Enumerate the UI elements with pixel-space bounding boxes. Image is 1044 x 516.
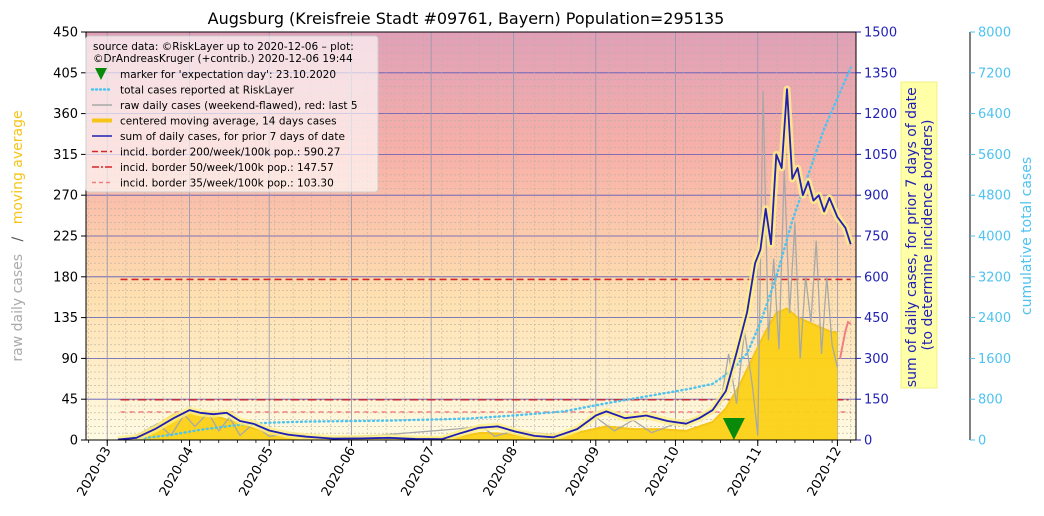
left-tick-label: 135 <box>53 311 78 326</box>
x-tick-label: 2020-03 <box>75 445 115 500</box>
mid-y-axis: 0 150 300 450 600 750 900 1050 1200 1350 1500 <box>856 26 897 449</box>
x-tick-label: 2020-04 <box>157 445 197 500</box>
left-tick-label: 45 <box>61 393 78 408</box>
mid-y-label: sum of daily cases, for prior 7 days of … <box>904 83 936 387</box>
legend-marker-swatch <box>95 68 107 80</box>
right-y-label: cumulative total cases <box>1019 157 1035 315</box>
moving-average-area <box>136 308 838 440</box>
mid-tick-label: 150 <box>864 393 889 408</box>
x-tick-label: 2020-12 <box>805 445 845 500</box>
ylabel-mid-line1: sum of daily cases, for prior 7 days of … <box>904 87 920 387</box>
left-tick-label: 225 <box>53 230 78 245</box>
right-tick-label: 3200 <box>978 270 1011 285</box>
series-layer <box>117 66 855 440</box>
raw-daily-line <box>130 90 839 439</box>
legend-label-raw: raw daily cases (weekend-flawed), red: l… <box>120 100 358 112</box>
legend-label-b50: incid. border 50/week/100k pop.: 147.57 <box>120 162 334 174</box>
svg-text:sum of daily cases, for prior: sum of daily cases, for prior 7 days of … <box>904 83 936 387</box>
left-tick-label: 315 <box>53 148 78 163</box>
right-tick-label: 5600 <box>978 148 1011 163</box>
ylabel-avg: moving average <box>10 110 26 224</box>
mid-tick-label: 1050 <box>864 148 897 163</box>
x-tick-label: 2020-09 <box>563 445 603 500</box>
mid-label-box <box>900 81 938 389</box>
expectation-day-marker <box>722 418 745 440</box>
left-tick-label: 180 <box>53 270 78 285</box>
right-tick-label: 0 <box>978 434 986 449</box>
legend-label-sum7: sum of daily cases, for prior 7 days of … <box>120 131 345 143</box>
x-tick-label: 2020-10 <box>643 445 683 500</box>
right-tick-label: 7200 <box>978 66 1011 81</box>
mid-tick-label: 900 <box>864 189 889 204</box>
x-axis: 2020-03 2020-04 2020-05 2020-06 2020-07 2020-… <box>75 440 852 500</box>
legend-label-b200: incid. border 200/week/100k pop.: 590.27 <box>120 147 340 159</box>
svg-text:raw daily cases /: raw daily cases / moving average <box>10 110 26 361</box>
mid-tick-label: 300 <box>864 352 889 367</box>
right-tick-label: 8000 <box>978 26 1011 41</box>
x-tick-label: 2020-11 <box>725 445 765 500</box>
right-tick-label: 2400 <box>978 311 1011 326</box>
left-tick-label: 450 <box>53 26 78 41</box>
legend: source data: ©RiskLayer up to 2020-12-06… <box>85 35 379 193</box>
ylabel-raw: raw daily cases <box>10 254 26 362</box>
right-tick-label: 4000 <box>978 230 1011 245</box>
mid-tick-label: 1200 <box>864 107 897 122</box>
legend-label-total: total cases reported at RiskLayer <box>120 85 294 97</box>
raw-last5-line <box>839 320 852 359</box>
mid-tick-label: 1350 <box>864 66 897 81</box>
mid-tick-label: 0 <box>864 434 872 449</box>
left-y-label: raw daily cases / moving average <box>10 110 26 361</box>
left-y-axis: 0 45 90 135 180 225 270 315 360 405 450 <box>53 26 86 449</box>
mid-tick-label: 450 <box>864 311 889 326</box>
right-tick-label: 6400 <box>978 107 1011 122</box>
mid-tick-label: 1500 <box>864 26 897 41</box>
right-tick-label: 800 <box>978 393 1003 408</box>
legend-label-avg: centered moving average, 14 days cases <box>120 116 337 128</box>
chart-title: Augsburg (Kreisfreie Stadt #09761, Bayer… <box>208 9 725 28</box>
ylabel-sep: / <box>10 236 26 241</box>
left-tick-label: 0 <box>70 434 78 449</box>
mid-tick-label: 750 <box>864 230 889 245</box>
legend-label-b35: incid. border 35/week/100k pop.: 103.30 <box>120 178 334 190</box>
x-tick-label: 2020-05 <box>237 445 277 500</box>
sum7-line <box>117 88 852 440</box>
left-tick-label: 405 <box>53 66 78 81</box>
ylabel-mid-line2: (to determine incidence borders) <box>920 120 936 351</box>
left-tick-label: 90 <box>61 352 78 367</box>
svg-text:cumulative total cases: cumulative total cases <box>1019 157 1035 315</box>
left-tick-label: 270 <box>53 189 78 204</box>
x-tick-label: 2020-06 <box>319 445 359 500</box>
x-tick-label: 2020-08 <box>481 445 521 500</box>
right-tick-label: 4800 <box>978 189 1011 204</box>
mid-tick-label: 600 <box>864 270 889 285</box>
legend-box <box>85 35 379 193</box>
right-y-axis: 0 800 1600 2400 3200 4000 4800 5600 6400 7200 8000 <box>969 26 1011 449</box>
legend-source-line2: ©DrAndreasKruger (+contrib.) 2020-12-06 … <box>93 53 353 65</box>
x-tick-label: 2020-07 <box>398 445 438 500</box>
right-tick-label: 1600 <box>978 352 1011 367</box>
legend-source-line1: source data: ©RiskLayer up to 2020-12-06… <box>93 41 354 53</box>
incidence-borders <box>120 278 851 413</box>
legend-label-marker: marker for 'expectation day': 23.10.2020 <box>120 69 336 81</box>
left-tick-label: 360 <box>53 107 78 122</box>
